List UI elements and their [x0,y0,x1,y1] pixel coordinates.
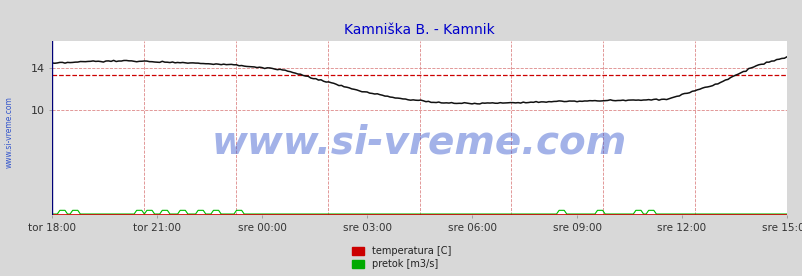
Text: www.si-vreme.com: www.si-vreme.com [5,97,14,168]
Title: Kamniška B. - Kamnik: Kamniška B. - Kamnik [344,23,494,38]
Legend: temperatura [C], pretok [m3/s]: temperatura [C], pretok [m3/s] [350,244,452,271]
Text: www.si-vreme.com: www.si-vreme.com [212,123,626,161]
